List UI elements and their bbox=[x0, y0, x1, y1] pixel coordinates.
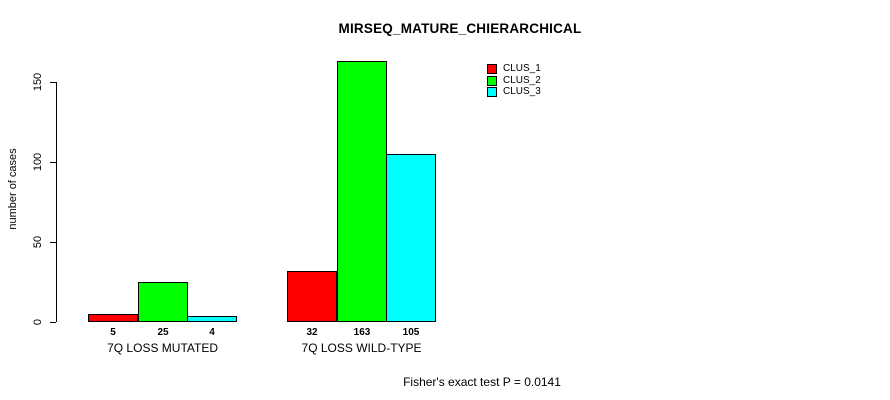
legend-label: CLUS_1 bbox=[503, 63, 541, 74]
bar-value-label: 32 bbox=[306, 327, 318, 338]
legend-swatch bbox=[487, 87, 497, 98]
bar bbox=[88, 314, 138, 322]
category-label: 7Q LOSS MUTATED bbox=[107, 341, 218, 355]
legend-swatch bbox=[487, 64, 497, 74]
bar-value-label: 5 bbox=[110, 327, 116, 338]
y-tick-label: 150 bbox=[32, 72, 44, 92]
bar-value-label: 25 bbox=[157, 327, 169, 338]
y-axis-line bbox=[56, 82, 57, 322]
bar bbox=[187, 316, 237, 322]
y-tick bbox=[50, 241, 56, 243]
legend-label: CLUS_2 bbox=[503, 74, 541, 86]
y-tick bbox=[50, 81, 56, 83]
y-tick-label: 0 bbox=[32, 318, 44, 326]
bar-value-label: 105 bbox=[402, 327, 420, 338]
y-tick-label: 50 bbox=[32, 235, 44, 249]
y-tick bbox=[50, 321, 56, 323]
bar bbox=[287, 271, 337, 322]
chart-title: MIRSEQ_MATURE_CHIERARCHICAL bbox=[338, 21, 582, 36]
bar bbox=[386, 154, 436, 322]
legend-label: CLUS_3 bbox=[503, 86, 541, 98]
bar-value-label: 163 bbox=[353, 327, 371, 338]
y-tick-label: 100 bbox=[32, 152, 44, 172]
legend-swatch bbox=[487, 75, 497, 86]
bar bbox=[138, 282, 188, 322]
bar-value-label: 4 bbox=[209, 327, 215, 338]
category-label: 7Q LOSS WILD-TYPE bbox=[301, 341, 422, 355]
bar bbox=[337, 61, 387, 322]
fisher-test-annotation: Fisher's exact test P = 0.0141 bbox=[403, 375, 561, 389]
y-tick bbox=[50, 161, 56, 163]
